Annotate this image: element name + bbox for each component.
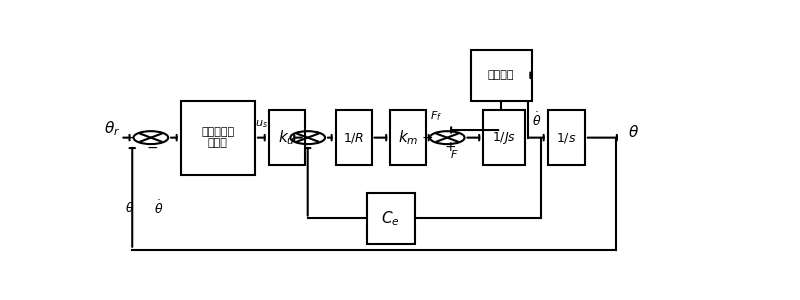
Text: $\theta_r$: $\theta_r$ xyxy=(104,119,121,138)
Text: $u_s$: $u_s$ xyxy=(254,118,268,130)
Text: $\theta$: $\theta$ xyxy=(125,201,134,215)
FancyBboxPatch shape xyxy=(366,193,415,244)
Text: $\dot{\theta}$: $\dot{\theta}$ xyxy=(154,199,164,217)
FancyBboxPatch shape xyxy=(390,110,426,165)
Text: $\dot{\theta}$: $\dot{\theta}$ xyxy=(532,112,541,129)
Text: $k_m$: $k_m$ xyxy=(398,128,418,147)
FancyBboxPatch shape xyxy=(336,110,371,165)
Text: $1/R$: $1/R$ xyxy=(343,130,364,145)
Text: $C_e$: $C_e$ xyxy=(382,209,400,228)
Text: $k_u$: $k_u$ xyxy=(278,128,295,147)
Text: $1/Js$: $1/Js$ xyxy=(492,130,516,146)
Text: $+$: $+$ xyxy=(444,140,456,154)
FancyBboxPatch shape xyxy=(470,50,531,101)
Text: $-$: $-$ xyxy=(123,130,135,143)
FancyBboxPatch shape xyxy=(181,101,255,175)
FancyBboxPatch shape xyxy=(483,110,526,165)
Text: $1/s$: $1/s$ xyxy=(556,130,577,145)
Text: $-$: $-$ xyxy=(422,130,434,143)
Text: $F_f$: $F_f$ xyxy=(430,109,442,123)
Text: 摩擦模型: 摩擦模型 xyxy=(488,70,514,80)
FancyBboxPatch shape xyxy=(548,110,585,165)
Text: $-$: $-$ xyxy=(146,140,158,154)
FancyBboxPatch shape xyxy=(269,110,305,165)
Text: $F$: $F$ xyxy=(450,148,459,160)
Text: $\theta$: $\theta$ xyxy=(628,124,639,140)
Text: 滑模变结构
控制器: 滑模变结构 控制器 xyxy=(202,127,234,148)
